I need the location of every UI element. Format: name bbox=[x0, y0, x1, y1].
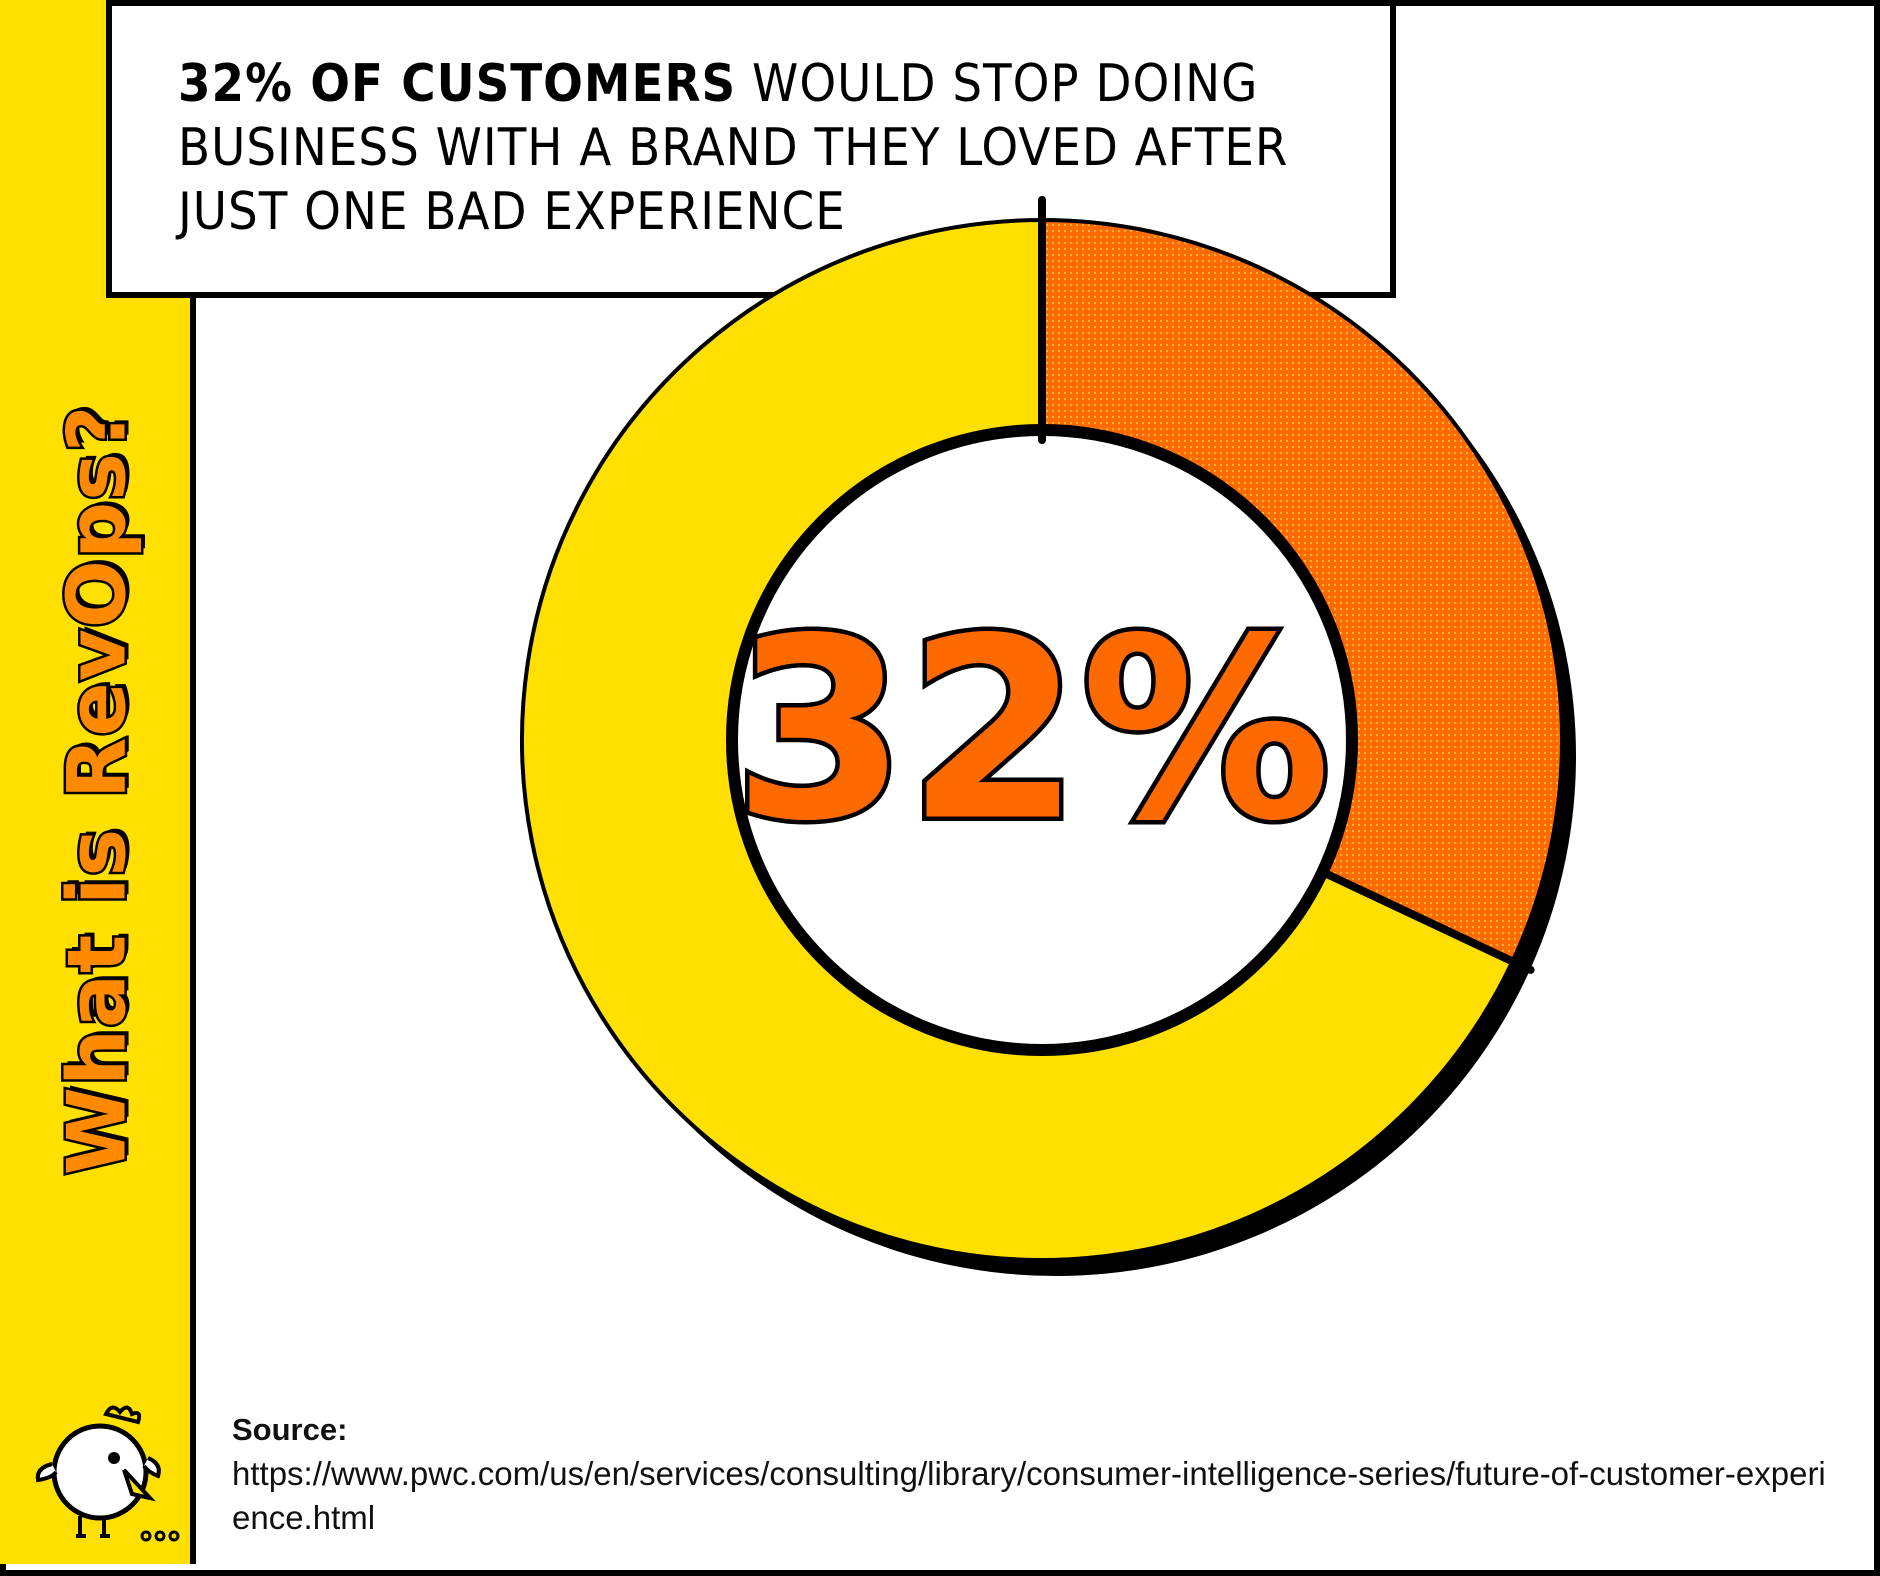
chick-mascot-icon bbox=[35, 1405, 180, 1542]
source-citation: Source: https://www.pwc.com/us/en/servic… bbox=[232, 1412, 1832, 1540]
headline-rest: WOULD STOP DOING BUSINESS WITH A BRAND T… bbox=[178, 54, 1289, 242]
headline-box: 32% OF CUSTOMERS WOULD STOP DOING BUSINE… bbox=[106, 0, 1396, 298]
headline-strong: 32% OF CUSTOMERS bbox=[178, 54, 737, 114]
center-percent-label: 32% bbox=[733, 585, 1331, 876]
source-url[interactable]: https://www.pwc.com/us/en/services/consu… bbox=[232, 1455, 1826, 1536]
source-label: Source: bbox=[232, 1412, 348, 1447]
headline: 32% OF CUSTOMERS WOULD STOP DOING BUSINE… bbox=[178, 52, 1330, 244]
slice-divider-end bbox=[1318, 867, 1535, 974]
